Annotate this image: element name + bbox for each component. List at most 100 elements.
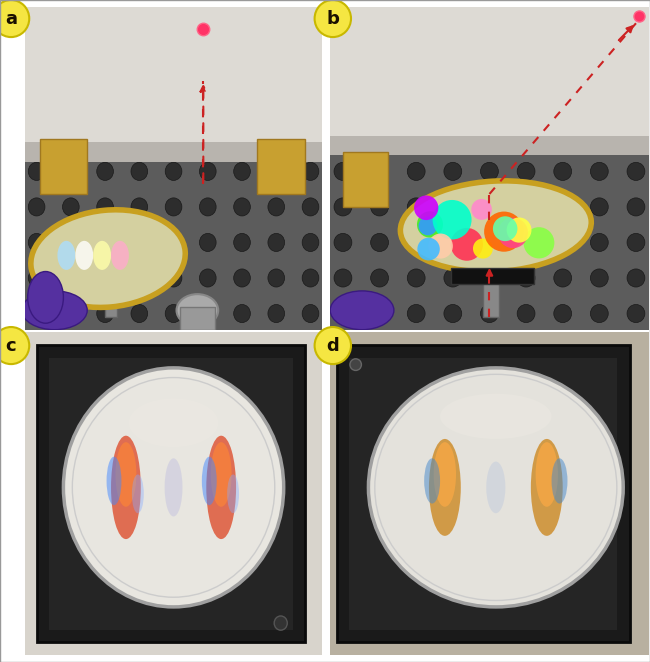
Circle shape [428,234,453,259]
Ellipse shape [531,439,563,536]
Circle shape [480,162,499,181]
Circle shape [268,234,285,252]
Text: d: d [326,336,339,355]
Ellipse shape [330,291,394,330]
Circle shape [28,234,45,252]
Circle shape [200,305,216,322]
Ellipse shape [400,181,592,271]
Circle shape [97,234,113,252]
Circle shape [131,198,148,216]
Circle shape [64,368,283,607]
Circle shape [517,305,535,322]
FancyBboxPatch shape [105,271,117,316]
Ellipse shape [129,399,218,447]
Circle shape [268,162,285,181]
Circle shape [302,269,319,287]
Circle shape [302,305,319,322]
Ellipse shape [132,475,144,513]
Circle shape [627,162,645,181]
Ellipse shape [536,442,558,507]
Circle shape [370,234,389,252]
Circle shape [28,305,45,322]
Circle shape [370,269,389,287]
Circle shape [554,269,571,287]
Ellipse shape [75,241,93,270]
Circle shape [590,305,608,322]
Ellipse shape [211,442,231,507]
Circle shape [165,305,182,322]
Circle shape [517,234,535,252]
Ellipse shape [177,294,218,326]
Circle shape [268,269,285,287]
Ellipse shape [552,458,567,504]
FancyBboxPatch shape [49,358,292,630]
Circle shape [444,305,462,322]
Circle shape [590,234,608,252]
Ellipse shape [93,241,111,270]
Circle shape [97,305,113,322]
Circle shape [408,269,425,287]
Circle shape [408,198,425,216]
Circle shape [554,162,571,181]
Ellipse shape [486,461,506,513]
Circle shape [517,162,535,181]
Circle shape [234,269,250,287]
Circle shape [334,162,352,181]
Circle shape [165,198,182,216]
Circle shape [627,198,645,216]
Circle shape [408,162,425,181]
Circle shape [350,359,361,371]
Circle shape [506,217,532,243]
Circle shape [433,200,471,240]
Ellipse shape [440,394,552,439]
Circle shape [234,305,250,322]
Circle shape [590,162,608,181]
Circle shape [200,269,216,287]
FancyBboxPatch shape [343,152,387,207]
Ellipse shape [111,241,129,270]
Circle shape [302,198,319,216]
FancyBboxPatch shape [179,307,215,330]
Circle shape [200,234,216,252]
FancyBboxPatch shape [337,346,630,642]
Circle shape [414,195,438,220]
FancyBboxPatch shape [25,7,322,149]
Ellipse shape [57,241,75,270]
Circle shape [62,198,79,216]
Circle shape [450,228,483,261]
Circle shape [268,198,285,216]
FancyBboxPatch shape [257,139,305,194]
Circle shape [28,162,45,181]
FancyBboxPatch shape [25,332,322,655]
Circle shape [484,212,524,252]
Ellipse shape [111,436,141,539]
Circle shape [62,162,79,181]
Circle shape [274,616,287,630]
FancyBboxPatch shape [451,268,534,285]
Circle shape [165,269,182,287]
Circle shape [590,198,608,216]
Circle shape [200,162,216,181]
Circle shape [334,305,352,322]
Ellipse shape [21,291,87,330]
Circle shape [268,305,285,322]
Circle shape [370,305,389,322]
Ellipse shape [369,368,623,607]
Circle shape [234,162,250,181]
Ellipse shape [116,442,136,507]
Circle shape [554,198,571,216]
Circle shape [234,198,250,216]
Circle shape [131,162,148,181]
Circle shape [480,198,499,216]
Ellipse shape [429,439,461,536]
Circle shape [444,269,462,287]
Circle shape [62,305,79,322]
Ellipse shape [28,271,64,323]
Circle shape [302,162,319,181]
Ellipse shape [424,458,440,504]
FancyBboxPatch shape [330,7,649,142]
Circle shape [444,162,462,181]
Circle shape [28,198,45,216]
Circle shape [417,211,443,238]
Circle shape [165,234,182,252]
